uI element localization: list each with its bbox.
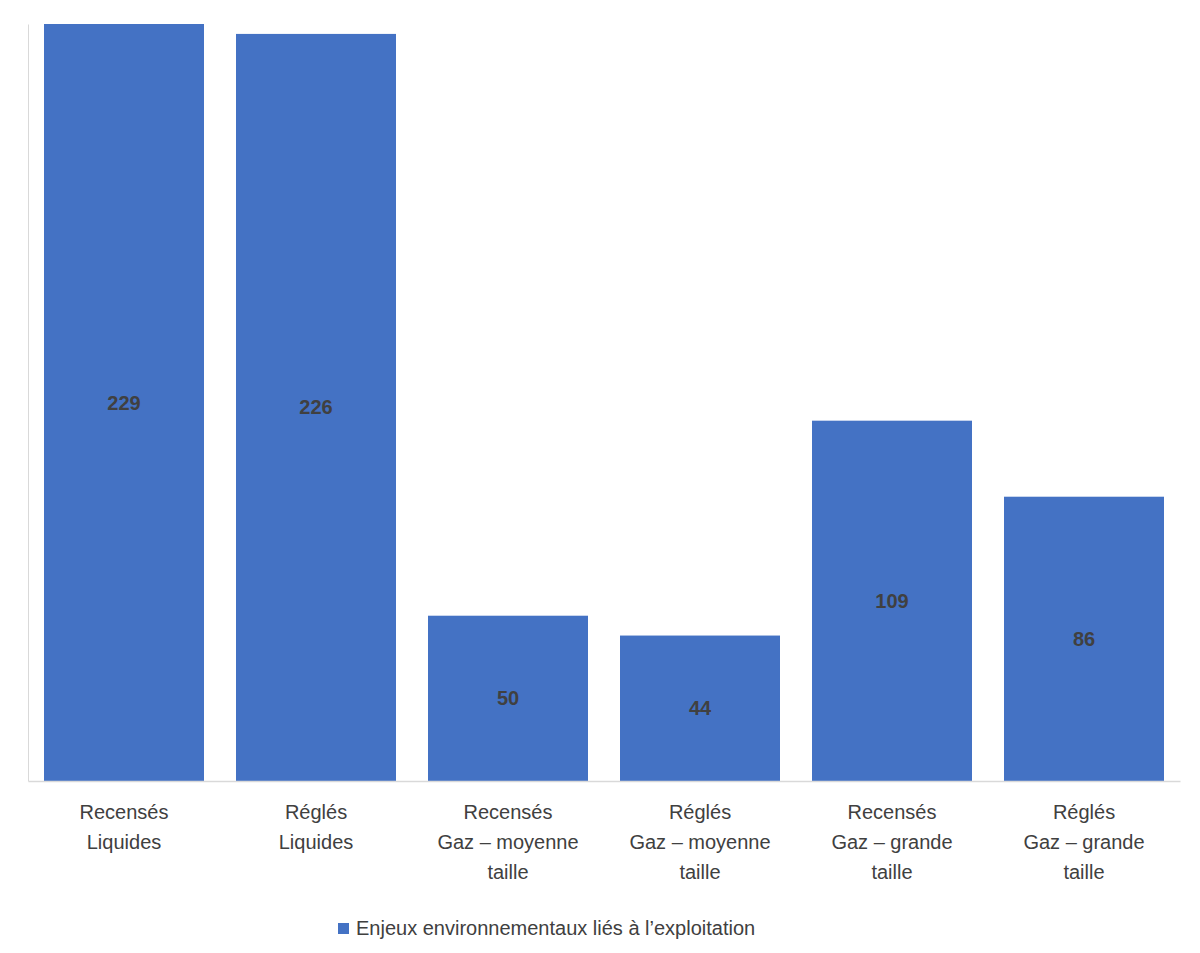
- x-tick-label-line: Réglés: [669, 801, 731, 823]
- x-tick: Réglés Gaz – moyenne taille: [629, 781, 770, 883]
- x-tick-label: Recensés Gaz – grande taille: [831, 801, 952, 883]
- x-tick-label-line: Recensés: [464, 801, 553, 823]
- y-axis: [28, 25, 29, 782]
- bar: [44, 24, 204, 781]
- x-axis: Recensés Liquides Réglés Liquides Recensés Ga…: [29, 781, 1181, 883]
- bar: [1004, 497, 1164, 781]
- x-tick-label: Réglés Gaz – moyenne taille: [629, 801, 770, 883]
- x-tick-label-line: Gaz – grande: [831, 831, 952, 853]
- chart-container: Recensés Liquides Réglés Liquides Recensés Ga…: [0, 0, 1200, 953]
- x-tick-label-line: taille: [871, 861, 912, 883]
- legend-label: Enjeux environnementaux liés à l’exploit…: [356, 917, 755, 939]
- x-tick-label-line: Liquides: [87, 831, 162, 853]
- x-tick-label-line: taille: [679, 861, 720, 883]
- data-label: 50: [497, 687, 519, 709]
- data-label: 226: [299, 396, 332, 418]
- x-tick-label-line: Recensés: [80, 801, 169, 823]
- x-tick-label-line: Réglés: [285, 801, 347, 823]
- x-tick-label-line: Gaz – grande: [1023, 831, 1144, 853]
- x-tick-label-line: Gaz – moyenne: [629, 831, 770, 853]
- x-tick-label-line: taille: [487, 861, 528, 883]
- x-tick-label-line: Recensés: [848, 801, 937, 823]
- data-label: 229: [107, 392, 140, 414]
- x-tick-label: Réglés Gaz – grande taille: [1023, 801, 1144, 883]
- x-tick-label: Recensés Gaz – moyenne taille: [437, 801, 578, 883]
- x-tick: Recensés Liquides: [80, 781, 169, 853]
- x-tick: Recensés Gaz – grande taille: [831, 781, 952, 883]
- y-axis-line: [28, 25, 29, 782]
- data-labels: 229 226 50 44 109 86: [107, 392, 1095, 720]
- x-tick-label-line: Réglés: [1053, 801, 1115, 823]
- x-tick-label-line: Gaz – moyenne: [437, 831, 578, 853]
- bar: [620, 636, 780, 781]
- bar: [428, 616, 588, 781]
- legend: Enjeux environnementaux liés à l’exploit…: [338, 917, 755, 939]
- data-label: 86: [1073, 628, 1095, 650]
- x-tick: Réglés Liquides: [279, 781, 354, 853]
- chart-svg: Recensés Liquides Réglés Liquides Recensés Ga…: [0, 0, 1200, 953]
- bar: [236, 34, 396, 781]
- x-tick-label: Recensés Liquides: [80, 801, 169, 853]
- x-tick: Réglés Gaz – grande taille: [1023, 781, 1144, 883]
- bars: [44, 24, 1164, 781]
- data-label: 109: [875, 590, 908, 612]
- bar: [812, 421, 972, 781]
- legend-swatch: [338, 923, 349, 934]
- x-tick-label-line: Liquides: [279, 831, 354, 853]
- x-tick: Recensés Gaz – moyenne taille: [437, 781, 578, 883]
- data-label: 44: [689, 697, 712, 719]
- x-axis-line: [29, 781, 1181, 782]
- x-tick-label-line: taille: [1063, 861, 1104, 883]
- x-tick-label: Réglés Liquides: [279, 801, 354, 853]
